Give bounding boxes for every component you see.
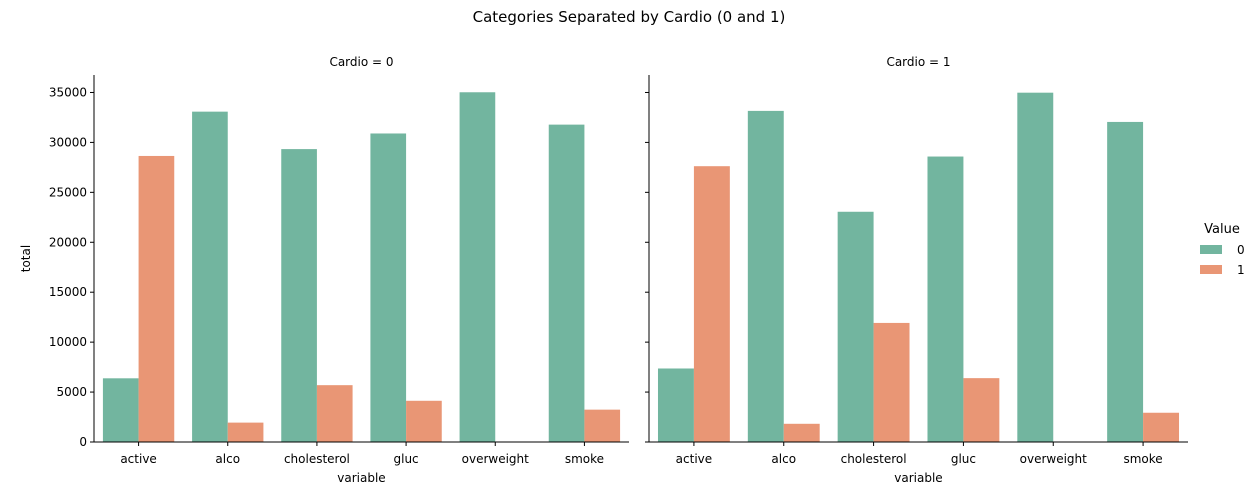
y-tick-label: 30000 [49, 135, 87, 149]
legend-swatch [1200, 265, 1222, 274]
legend-swatch [1200, 245, 1222, 254]
bar-smoke-value-1 [584, 409, 621, 442]
legend-title: Value [1204, 222, 1240, 237]
panel-title: Cardio = 0 [329, 55, 393, 69]
y-tick-label: 0 [79, 435, 87, 449]
bar-overweight-value-0 [459, 92, 496, 442]
bar-cholesterol-value-0 [281, 149, 317, 442]
y-tick-label: 15000 [49, 285, 87, 299]
panel-1: Cardio = 1 active alco cholesterol gluc overw… [645, 55, 1188, 485]
x-tick-label: smoke [1123, 452, 1162, 466]
panel-title: Cardio = 1 [886, 55, 950, 69]
bar-overweight-value-0 [1017, 92, 1054, 442]
bar-cholesterol-value-1 [316, 385, 353, 442]
y-tick-label: 5000 [56, 385, 87, 399]
bar-smoke-value-0 [548, 124, 585, 443]
y-axis-label: total [19, 245, 33, 272]
bar-gluc-value-0 [370, 133, 407, 442]
bar-gluc-value-1 [406, 400, 442, 442]
bar-alco-value-0 [192, 111, 228, 442]
x-tick-label: overweight [462, 452, 530, 466]
y-tick-label: 35000 [49, 85, 87, 99]
bar-active-value-1 [138, 155, 175, 442]
bar-smoke-value-1 [1143, 412, 1180, 442]
bar-active-value-1 [693, 166, 730, 443]
y-tick-label: 25000 [49, 185, 87, 199]
bar-cholesterol-value-0 [837, 211, 874, 442]
legend: Value 0 1 [1200, 222, 1245, 277]
bar-cholesterol-value-1 [873, 322, 910, 442]
x-axis-label: variable [337, 471, 385, 485]
bar-gluc-value-1 [963, 378, 1000, 442]
x-tick-label: active [120, 452, 156, 466]
chart-title: Categories Separated by Cardio (0 and 1) [473, 8, 786, 26]
x-tick-label: alco [771, 452, 796, 466]
x-tick-label: gluc [394, 452, 419, 466]
x-tick-label: active [676, 452, 712, 466]
x-tick-label: cholesterol [841, 452, 907, 466]
y-tick-label: 20000 [49, 235, 87, 249]
bar-active-value-0 [102, 378, 139, 442]
bar-alco-value-1 [227, 422, 264, 442]
panels: Cardio = 0 active alco cholesterol gluc overw… [19, 55, 1188, 485]
x-tick-label: alco [215, 452, 240, 466]
x-tick-label: smoke [565, 452, 604, 466]
x-tick-label: cholesterol [284, 452, 350, 466]
bar-smoke-value-0 [1107, 121, 1144, 442]
bar-active-value-0 [657, 368, 694, 442]
panel-0: Cardio = 0 active alco cholesterol gluc overw… [19, 55, 629, 485]
y-tick-label: 10000 [49, 335, 87, 349]
bar-alco-value-0 [747, 110, 784, 442]
legend-label: 1 [1237, 263, 1245, 277]
x-tick-label: overweight [1020, 452, 1088, 466]
bar-gluc-value-0 [927, 156, 964, 442]
x-tick-label: gluc [951, 452, 976, 466]
x-axis-label: variable [894, 471, 942, 485]
bar-alco-value-1 [783, 423, 820, 442]
legend-label: 0 [1237, 243, 1245, 257]
